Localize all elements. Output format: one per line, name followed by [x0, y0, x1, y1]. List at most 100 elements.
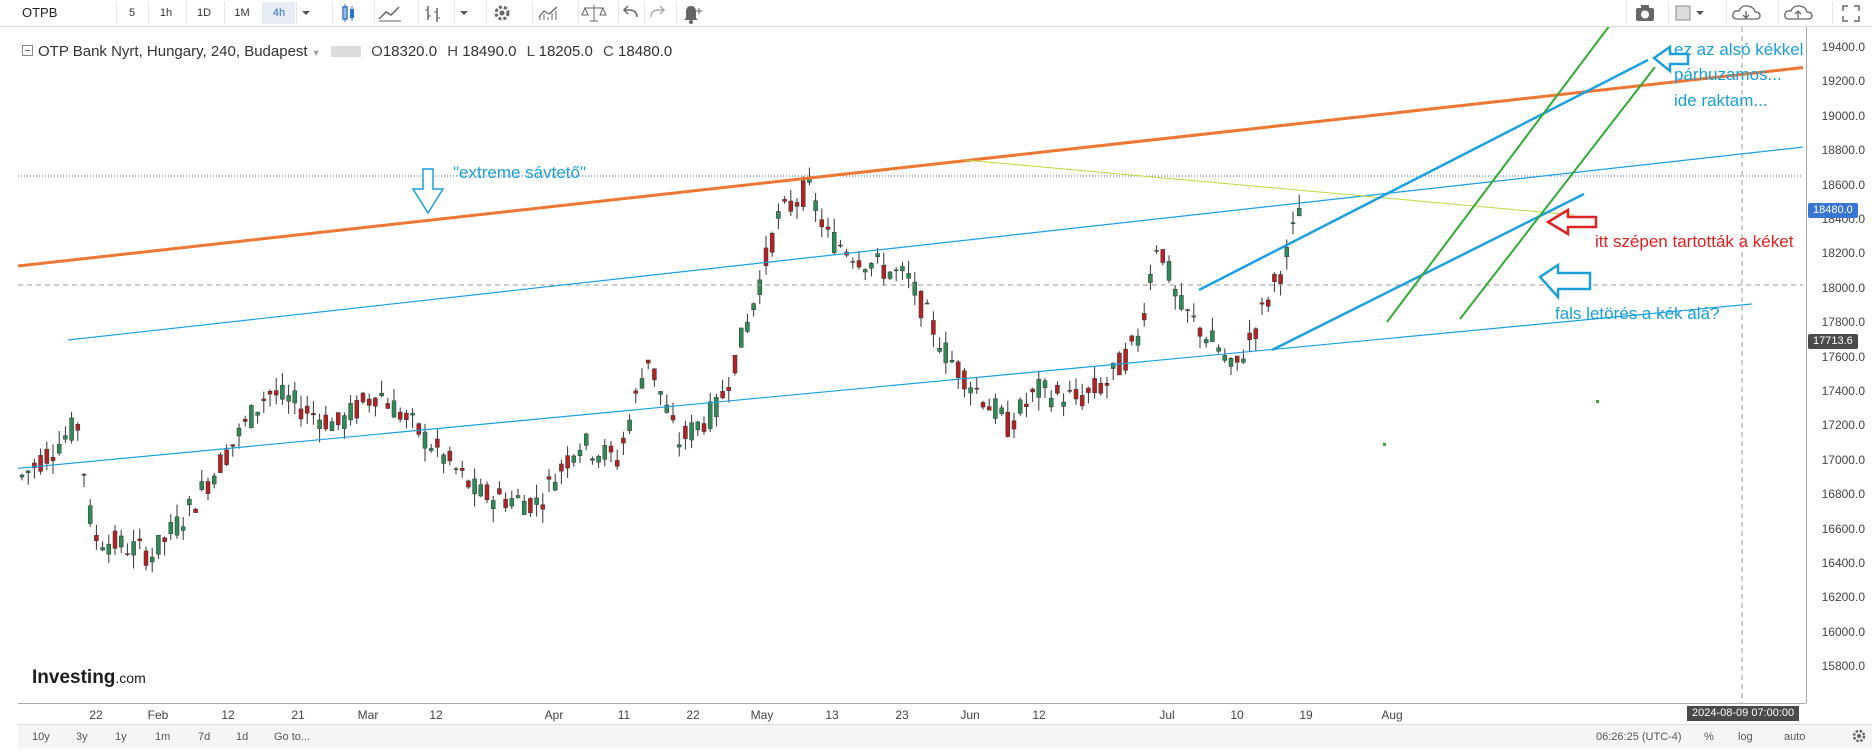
price-tick-label: 19400.0 — [1821, 40, 1865, 54]
candle-body — [459, 467, 465, 471]
goto-button[interactable]: Go to... — [274, 731, 311, 743]
price-axis[interactable]: 19400.0 19200.0 19000.0 18800.0 18600.0 18400… — [1806, 27, 1872, 703]
cloud-load-icon[interactable] — [1726, 2, 1767, 24]
crosshair-price-tag: 17713.6 — [1808, 334, 1858, 349]
candle-body — [1030, 388, 1035, 393]
candle-body — [379, 392, 384, 397]
undo-icon[interactable] — [618, 2, 643, 24]
compare-icon[interactable] — [578, 2, 609, 24]
candle-body — [1104, 383, 1110, 386]
candle-body — [335, 412, 341, 426]
candle-body — [81, 473, 87, 476]
range-1d[interactable]: 1d — [236, 731, 249, 743]
alert-icon[interactable] — [676, 2, 707, 24]
candle-body — [1135, 335, 1141, 346]
candle-body — [571, 455, 577, 463]
candle-body — [738, 327, 744, 348]
timeframe-1d[interactable]: 1D — [186, 2, 221, 24]
candle-body — [1253, 328, 1259, 339]
candle-body — [633, 390, 639, 394]
range-1y[interactable]: 1y — [115, 731, 127, 743]
candle-body — [999, 407, 1004, 414]
chevron-down-icon[interactable]: ▾ — [313, 48, 319, 59]
marker-dot — [1383, 443, 1386, 446]
trendline-yellow — [964, 159, 1575, 216]
candle-body — [955, 361, 961, 378]
candle-body — [676, 444, 682, 448]
last-price-tag: 18480.0 — [1808, 203, 1858, 218]
candle-body — [825, 226, 831, 230]
candle-body — [125, 553, 130, 555]
candle-body — [249, 405, 254, 428]
cloud-save-icon[interactable] — [1778, 2, 1819, 24]
time-tick-label: 12 — [221, 708, 235, 722]
annotation-held: itt szépen tartották a kéket — [1595, 232, 1794, 251]
layout-icon[interactable] — [1668, 2, 1709, 24]
price-chart[interactable] — [18, 27, 1803, 703]
log-toggle[interactable]: log — [1738, 731, 1753, 743]
candle-body — [1110, 362, 1116, 369]
candle-body — [447, 450, 453, 462]
range-10y[interactable]: 10y — [32, 731, 50, 743]
candle-body — [348, 403, 353, 421]
candle-body — [1055, 384, 1060, 394]
candle-body — [428, 448, 434, 451]
camera-icon[interactable] — [1626, 2, 1663, 24]
price-tick-label: 17200.0 — [1821, 418, 1865, 433]
candle-body — [546, 476, 552, 480]
gear-icon[interactable] — [1850, 726, 1868, 752]
timeframe-4h[interactable]: 4h — [262, 2, 295, 24]
candle-body — [94, 535, 99, 542]
range-3y[interactable]: 3y — [76, 731, 88, 743]
gear-icon[interactable] — [486, 2, 517, 24]
candle-body — [342, 415, 347, 429]
timeframe-5[interactable]: 5 — [116, 2, 147, 24]
candle-body — [726, 387, 732, 391]
area-chart-icon[interactable] — [374, 2, 405, 24]
candle-body — [466, 480, 471, 488]
price-tick-label: 16000.0 — [1821, 624, 1865, 639]
candle-body — [267, 390, 273, 395]
dropdown-icon[interactable] — [454, 2, 473, 24]
candle-body — [100, 547, 105, 551]
candle-body — [962, 370, 967, 390]
candle-body — [106, 543, 112, 555]
candle-body — [187, 498, 192, 506]
candle-body — [862, 269, 868, 273]
candle-body — [1086, 387, 1091, 393]
timeframe-1h[interactable]: 1h — [148, 2, 183, 24]
candle-body — [199, 481, 205, 490]
time-axis[interactable]: 22 Feb 12 21 Mar 12 Apr 11 22 May 13 23 Jun 12 Jul 10 19… — [18, 703, 1806, 724]
candle-body — [1166, 261, 1172, 281]
candle-body — [1017, 399, 1023, 414]
percent-toggle[interactable]: % — [1704, 731, 1714, 743]
chart-toolbar: OTPB 5 1h 1D 1M 4h — [0, 0, 1872, 27]
candle-body — [1228, 358, 1234, 367]
candle-body — [590, 458, 595, 461]
fullscreen-icon[interactable] — [1832, 2, 1869, 24]
candle-body — [968, 387, 973, 394]
legend-settings-icon[interactable] — [330, 46, 361, 57]
symbol-input[interactable]: OTPB — [22, 5, 58, 20]
auto-toggle[interactable]: auto — [1784, 731, 1806, 743]
collapse-icon[interactable] — [22, 45, 34, 57]
indicators-icon[interactable] — [532, 2, 563, 24]
candle-icon[interactable] — [332, 2, 363, 24]
candle-body — [856, 260, 862, 268]
bar-chart-icon[interactable] — [418, 2, 449, 24]
candle-body — [652, 368, 657, 381]
candle-body — [1290, 222, 1296, 224]
price-tick-label: 17400.0 — [1821, 384, 1865, 398]
range-1m[interactable]: 1m — [155, 731, 171, 743]
left-arrow-annotation-red — [1545, 207, 1598, 237]
redo-icon[interactable] — [644, 2, 669, 24]
candle-body — [1092, 378, 1097, 393]
candle-body — [658, 391, 663, 395]
candle-body — [1148, 273, 1153, 283]
timeframe-1m[interactable]: 1M — [224, 2, 259, 24]
candle-body — [292, 390, 298, 404]
range-7d[interactable]: 7d — [198, 731, 211, 743]
chevron-down-icon[interactable] — [296, 2, 315, 24]
candle-body — [156, 534, 161, 555]
candle-body — [360, 392, 366, 403]
